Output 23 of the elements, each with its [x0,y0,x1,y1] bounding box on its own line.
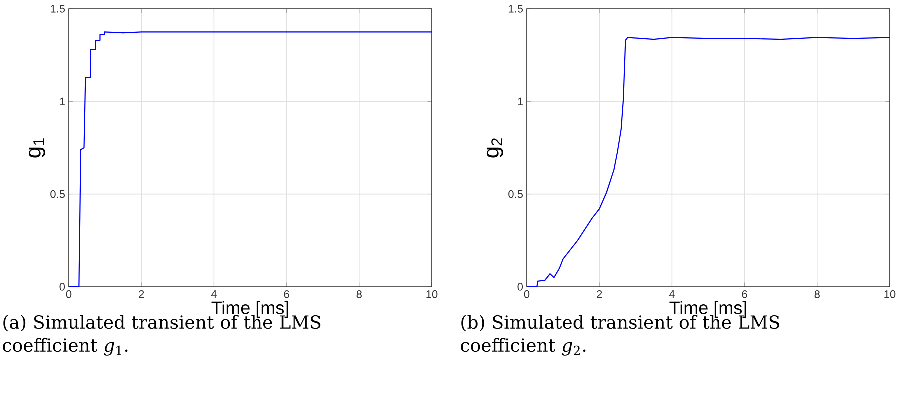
y-axis-title: g$_{2}$ [486,138,504,158]
y-tick-label: 1.5 [51,5,66,13]
y-tick-label: 0.5 [508,190,523,198]
y-axis-title: g$_{1}$ [28,138,46,158]
x-tick-label: 8 [356,290,362,298]
x-tick-label: 6 [742,290,748,298]
x-tick-label: 10 [884,290,896,298]
x-tick-label: 6 [284,290,290,298]
x-tick-label: 0 [524,290,530,298]
x-tick-label: 8 [814,290,820,298]
x-tick-label: 4 [669,290,675,298]
x-tick-label: 10 [426,290,438,298]
y-tick-label: 0.5 [50,190,66,198]
x-tick-label: 2 [597,290,602,298]
y-tick-label: 1 [60,98,65,106]
y-tick-label: 1 [518,98,523,106]
line-series [527,37,890,287]
x-tick-label: 2 [139,290,144,298]
x-tick-label: 0 [66,290,72,298]
x-tick-label: 4 [211,290,217,298]
y-tick-label: 0 [60,283,66,291]
y-tick-label: 0 [518,283,524,291]
y-tick-label: 1.5 [509,5,523,13]
